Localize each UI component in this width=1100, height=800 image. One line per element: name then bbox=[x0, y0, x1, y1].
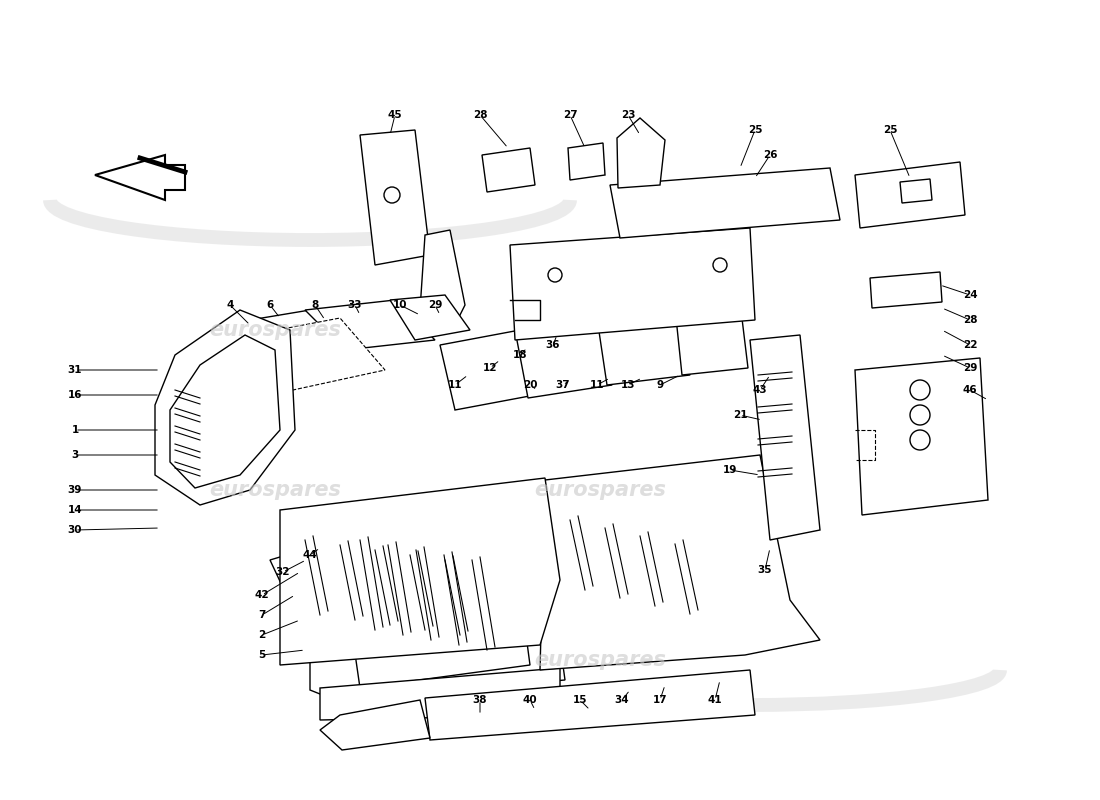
Text: 34: 34 bbox=[615, 695, 629, 705]
Polygon shape bbox=[390, 295, 470, 340]
Text: 20: 20 bbox=[522, 380, 537, 390]
Polygon shape bbox=[340, 515, 530, 688]
Polygon shape bbox=[320, 700, 430, 750]
Text: eurospares: eurospares bbox=[209, 480, 341, 500]
Polygon shape bbox=[482, 148, 535, 192]
Text: 9: 9 bbox=[657, 380, 663, 390]
Polygon shape bbox=[530, 285, 600, 330]
Text: 32: 32 bbox=[276, 567, 290, 577]
Polygon shape bbox=[310, 500, 565, 700]
Polygon shape bbox=[675, 302, 748, 375]
Polygon shape bbox=[280, 478, 560, 665]
Polygon shape bbox=[295, 530, 345, 572]
Polygon shape bbox=[226, 318, 385, 395]
Text: 6: 6 bbox=[266, 300, 274, 310]
Text: 23: 23 bbox=[620, 110, 636, 120]
Polygon shape bbox=[95, 155, 185, 200]
Polygon shape bbox=[155, 310, 295, 505]
Text: 30: 30 bbox=[68, 525, 82, 535]
Polygon shape bbox=[900, 179, 932, 203]
Polygon shape bbox=[420, 230, 465, 330]
Text: 25: 25 bbox=[748, 125, 762, 135]
Text: 17: 17 bbox=[652, 695, 668, 705]
Polygon shape bbox=[515, 318, 612, 398]
Text: eurospares: eurospares bbox=[209, 320, 341, 340]
Text: 3: 3 bbox=[72, 450, 78, 460]
Text: 44: 44 bbox=[302, 550, 318, 560]
Text: 7: 7 bbox=[258, 610, 266, 620]
Text: 5: 5 bbox=[258, 650, 265, 660]
Text: 33: 33 bbox=[348, 300, 362, 310]
Text: eurospares: eurospares bbox=[535, 480, 666, 500]
Polygon shape bbox=[617, 118, 666, 188]
Polygon shape bbox=[855, 358, 988, 515]
Text: 10: 10 bbox=[393, 300, 407, 310]
Polygon shape bbox=[170, 335, 280, 488]
Polygon shape bbox=[568, 143, 605, 180]
Text: 4: 4 bbox=[227, 300, 233, 310]
Polygon shape bbox=[855, 162, 965, 228]
Text: 28: 28 bbox=[962, 315, 977, 325]
Text: 42: 42 bbox=[255, 590, 270, 600]
Text: 16: 16 bbox=[68, 390, 82, 400]
Text: 45: 45 bbox=[387, 110, 403, 120]
Text: 13: 13 bbox=[620, 380, 636, 390]
Text: 36: 36 bbox=[546, 340, 560, 350]
Text: 14: 14 bbox=[68, 505, 82, 515]
Text: 37: 37 bbox=[556, 380, 570, 390]
Polygon shape bbox=[270, 548, 324, 592]
Text: 11: 11 bbox=[590, 380, 604, 390]
Text: 18: 18 bbox=[513, 350, 527, 360]
Text: 31: 31 bbox=[68, 365, 82, 375]
Text: eurospares: eurospares bbox=[535, 650, 666, 670]
Text: 24: 24 bbox=[962, 290, 977, 300]
Text: 43: 43 bbox=[752, 385, 768, 395]
Text: 35: 35 bbox=[758, 565, 772, 575]
Text: 19: 19 bbox=[723, 465, 737, 475]
Polygon shape bbox=[510, 228, 755, 340]
Text: 21: 21 bbox=[733, 410, 747, 420]
Polygon shape bbox=[360, 130, 430, 265]
Text: 27: 27 bbox=[563, 110, 578, 120]
Polygon shape bbox=[610, 168, 840, 238]
Text: 46: 46 bbox=[962, 385, 977, 395]
Polygon shape bbox=[425, 670, 755, 740]
Polygon shape bbox=[220, 310, 355, 370]
Text: 29: 29 bbox=[962, 363, 977, 373]
Polygon shape bbox=[750, 335, 820, 540]
Text: 1: 1 bbox=[72, 425, 78, 435]
Text: 38: 38 bbox=[473, 695, 487, 705]
Text: 11: 11 bbox=[448, 380, 462, 390]
Text: 29: 29 bbox=[428, 300, 442, 310]
Polygon shape bbox=[320, 668, 560, 720]
Text: 40: 40 bbox=[522, 695, 537, 705]
Text: 12: 12 bbox=[483, 363, 497, 373]
Text: 15: 15 bbox=[573, 695, 587, 705]
Polygon shape bbox=[305, 300, 434, 350]
Text: 41: 41 bbox=[707, 695, 723, 705]
Text: 2: 2 bbox=[258, 630, 265, 640]
Text: 25: 25 bbox=[882, 125, 898, 135]
Text: 22: 22 bbox=[962, 340, 977, 350]
Polygon shape bbox=[540, 455, 820, 670]
Polygon shape bbox=[870, 272, 942, 308]
Text: 8: 8 bbox=[311, 300, 319, 310]
Text: 28: 28 bbox=[473, 110, 487, 120]
Text: 39: 39 bbox=[68, 485, 82, 495]
Polygon shape bbox=[440, 330, 535, 410]
Text: 26: 26 bbox=[762, 150, 778, 160]
Polygon shape bbox=[597, 308, 690, 385]
